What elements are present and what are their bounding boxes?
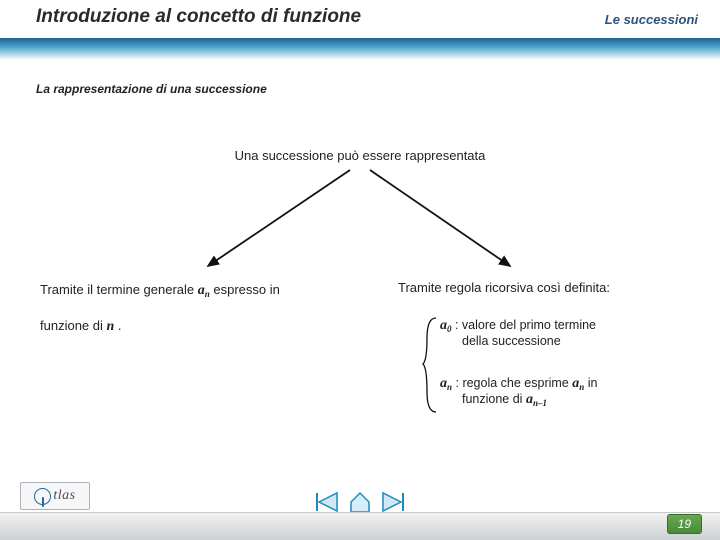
term-an2: an <box>440 376 452 391</box>
term-an: an <box>198 283 210 298</box>
term-n: n <box>107 319 115 334</box>
logo-icon <box>34 488 51 505</box>
rule-item-1: a0 : valore del primo termine della succ… <box>440 318 700 348</box>
left-line2-pre: funzione di <box>40 318 107 333</box>
right-branch: Tramite regola ricorsiva così definita: <box>398 280 698 295</box>
r1-text-a: : valore del primo termine <box>455 318 596 332</box>
intro-text: Una successione può essere rappresentata <box>0 148 720 163</box>
right-heading: Tramite regola ricorsiva così definita: <box>398 280 698 295</box>
right-items: a0 : valore del primo termine della succ… <box>440 318 700 408</box>
header: Introduzione al concetto di funzione Le … <box>0 0 720 54</box>
logo: tlas <box>20 482 90 510</box>
term-an-1: an–1 <box>526 392 547 407</box>
section-title: La rappresentazione di una successione <box>36 82 267 96</box>
branch-arrows <box>180 166 540 276</box>
page-number: 19 <box>667 514 702 534</box>
term-an3: an <box>572 376 584 391</box>
next-button[interactable] <box>381 490 407 514</box>
nav-controls <box>313 490 407 514</box>
prev-button[interactable] <box>313 490 339 514</box>
r1-text-b: della successione <box>440 334 561 348</box>
main-title: Introduzione al concetto di funzione <box>36 6 361 28</box>
header-subtitle: Le successioni <box>605 12 698 27</box>
home-button[interactable] <box>347 490 373 514</box>
r2-text-a: : regola che esprime <box>456 376 573 390</box>
header-gradient <box>0 38 720 60</box>
left-branch: Tramite il termine generale an espresso … <box>40 280 370 337</box>
logo-text: tlas <box>53 488 75 504</box>
left-line2-post: . <box>118 318 122 333</box>
brace-icon <box>422 316 442 416</box>
r2-text-b: in <box>588 376 598 390</box>
r2-text-c: funzione di <box>440 392 526 406</box>
left-pre: Tramite il termine generale <box>40 282 198 297</box>
left-mid: espresso in <box>213 282 279 297</box>
term-a0: a0 <box>440 318 452 333</box>
rule-item-2: an : regola che esprime an in funzione d… <box>440 376 700 408</box>
footer-bar <box>0 512 720 540</box>
